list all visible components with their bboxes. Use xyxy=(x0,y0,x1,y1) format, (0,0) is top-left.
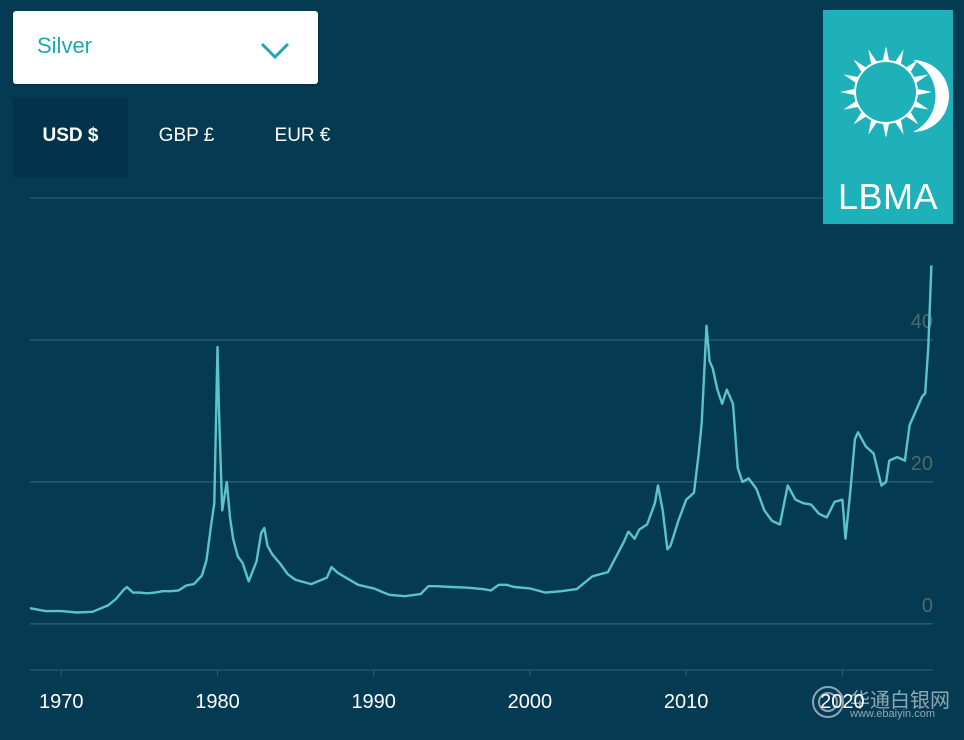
tab-gbp[interactable]: GBP £ xyxy=(158,125,215,146)
selected-metal: Silver xyxy=(37,33,93,58)
chevron-down-icon xyxy=(260,42,290,60)
watermark-text: 华通白银网 xyxy=(850,690,950,712)
sun-ray xyxy=(882,46,890,65)
y-tick-label: 0 xyxy=(922,595,933,617)
x-tick-label: 2010 xyxy=(664,691,709,713)
x-tick-label: 1990 xyxy=(351,691,396,713)
tab-eur[interactable]: EUR € xyxy=(274,125,331,146)
gridlines xyxy=(30,197,933,671)
watermark-url: www.ebaiyin.com xyxy=(850,708,935,720)
tab-usd[interactable]: USD $ xyxy=(13,98,128,177)
lbma-brand-text: LBMA xyxy=(837,176,939,217)
y-tick-label: 40 xyxy=(911,311,933,333)
watermark-logo-icon xyxy=(812,686,844,718)
x-tick-label: 2000 xyxy=(508,691,553,713)
x-tick-labels: 1970 1980 1990 2000 2010 2020 xyxy=(39,670,865,713)
sun-ray xyxy=(882,119,890,138)
sun-ray xyxy=(840,88,859,96)
watermark: 华通白银网 www.ebaiyin.com xyxy=(810,680,960,726)
y-tick-labels: 0 20 40 xyxy=(911,311,933,617)
series-line-silver xyxy=(29,265,933,614)
y-tick-label: 20 xyxy=(911,453,933,475)
x-tick-label: 1980 xyxy=(195,691,240,713)
sun-ray xyxy=(913,88,932,96)
x-tick-label: 1970 xyxy=(39,691,84,713)
sun-moon-logo-icon xyxy=(840,46,949,138)
lbma-logo: LBMA xyxy=(823,10,953,224)
metal-select-dropdown[interactable]: Silver xyxy=(13,11,318,84)
